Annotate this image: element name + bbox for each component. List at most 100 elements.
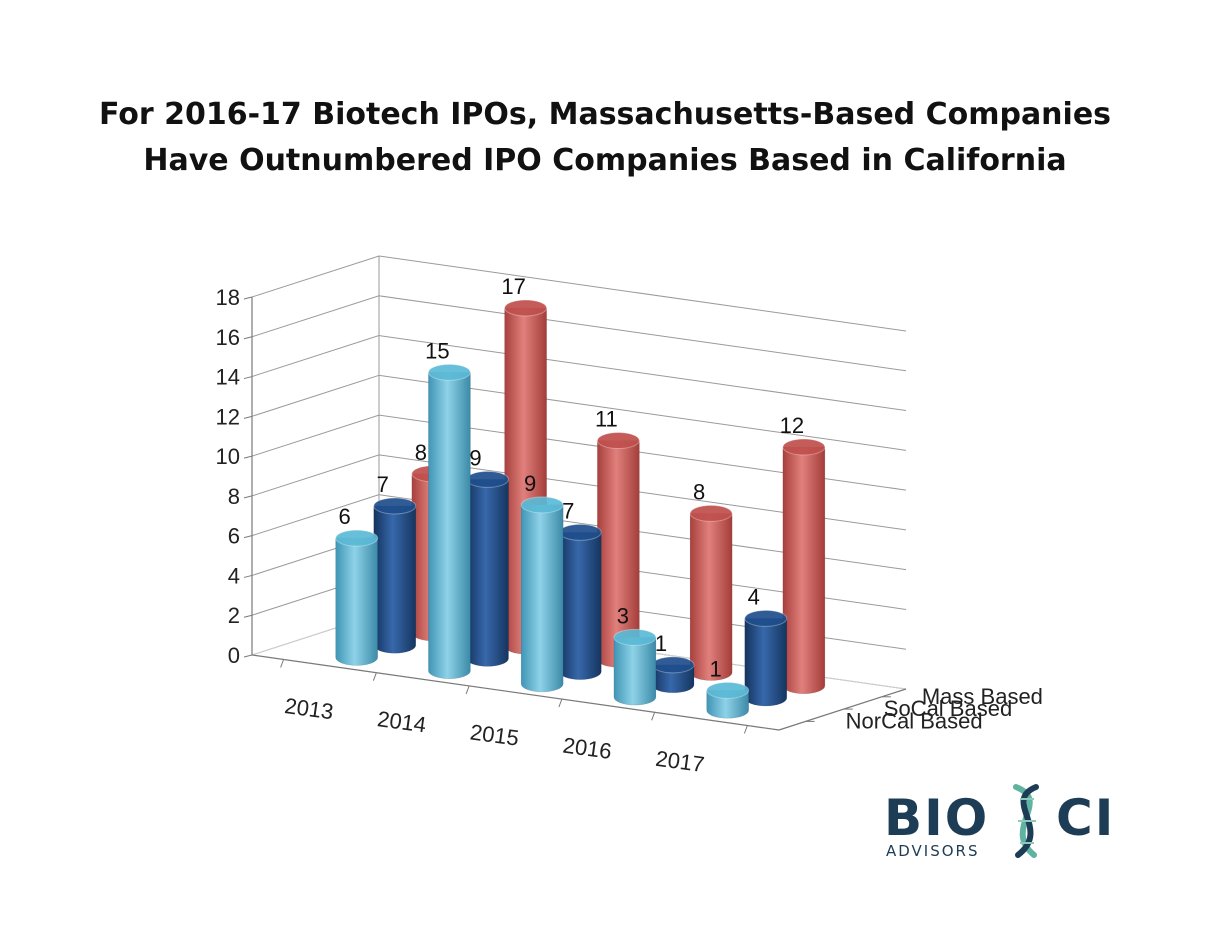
logo-wordmark-left: BIO (884, 789, 989, 847)
y-tick-label: 16 (216, 325, 240, 350)
data-label: 7 (377, 472, 389, 497)
bar-top (520, 496, 564, 514)
logo-subtext: ADVISORS (886, 842, 980, 860)
bar-top (466, 470, 510, 488)
data-label: 4 (748, 584, 760, 609)
data-label: 6 (339, 504, 351, 529)
bar-top (596, 432, 640, 450)
y-tick (243, 336, 253, 340)
gridline (251, 255, 907, 332)
x-tick (372, 672, 377, 681)
x-axis-line (251, 654, 780, 731)
y-tick (243, 296, 253, 300)
bar-top (689, 504, 733, 522)
bar-top (427, 363, 471, 381)
x-tick-label: 2013 (283, 693, 335, 724)
data-label: 1 (655, 631, 667, 656)
data-label: 8 (693, 479, 705, 504)
bar-body (466, 479, 509, 667)
y-tick (243, 495, 253, 499)
x-tick-label: 2014 (376, 706, 428, 737)
x-tick (651, 712, 656, 721)
bar-body (428, 372, 471, 679)
data-label: 9 (524, 471, 536, 496)
bar-top (558, 523, 602, 541)
data-label: 8 (415, 440, 427, 465)
x-tick-label: 2017 (654, 746, 706, 777)
data-label: 1 (710, 656, 722, 681)
bar-body (558, 532, 602, 680)
y-tick (243, 376, 253, 380)
x-tick (465, 685, 470, 695)
data-label: 9 (469, 445, 481, 470)
gridline (251, 295, 907, 372)
y-tick-label: 14 (216, 365, 240, 390)
label-layer: 8 17 11 8 12 7 9 7 1 4 6 15 9 3 1 (339, 274, 805, 681)
bar-top (744, 609, 788, 627)
bar-top (706, 681, 750, 699)
x-tick (280, 659, 285, 668)
bar-cylinder (596, 432, 640, 668)
bar-body (782, 446, 826, 694)
data-label: 15 (425, 338, 449, 363)
y-tick-label: 8 (228, 484, 240, 509)
bar-cylinder (744, 609, 788, 707)
y-tick (243, 415, 253, 419)
bar-cylinder (335, 529, 379, 666)
legend-series-label: SoCal Based (884, 696, 1012, 721)
logo-wordmark-right: CI (1056, 789, 1115, 847)
bar-cylinder (706, 681, 750, 719)
chart-title: For 2016-17 Biotech IPOs, Massachusetts-… (0, 92, 1210, 184)
y-tick-label: 12 (216, 404, 240, 429)
bar-cylinder (651, 656, 695, 694)
y-tick-label: 0 (228, 643, 240, 668)
data-label: 17 (501, 274, 525, 299)
data-label: 3 (617, 603, 629, 628)
gridline (251, 335, 907, 412)
x-tick (743, 725, 748, 734)
x-tick-label: 2016 (561, 733, 613, 764)
bar-top (373, 497, 417, 515)
bar-cylinder (466, 470, 510, 667)
bar-top (335, 529, 379, 547)
bar-body (373, 505, 417, 654)
biosci-logo: BIO CI ADVISORS (884, 784, 1115, 860)
bar-top (782, 438, 826, 456)
bar-top (651, 656, 695, 674)
bar-top (504, 299, 548, 317)
bar-body (706, 690, 749, 719)
depth-axis-line (778, 688, 907, 731)
bar-cylinder (520, 496, 564, 693)
y-tick-label: 4 (228, 563, 240, 588)
y-tick (243, 574, 253, 578)
legend-series-label: NorCal Based (846, 708, 983, 733)
bar-body (613, 637, 657, 706)
bar-cylinder (782, 438, 826, 694)
y-tick-label: 2 (228, 603, 240, 628)
bar-cylinder (689, 504, 733, 681)
bar-top (613, 628, 657, 646)
bar-layer (335, 299, 826, 719)
bar-cylinder (373, 497, 417, 654)
bar-body (335, 537, 378, 666)
bar-body (744, 618, 788, 707)
y-tick (243, 455, 253, 459)
chart-title-line-1: For 2016-17 Biotech IPOs, Massachusetts-… (98, 97, 1112, 132)
chart-title-line-2: Have Outnumbered IPO Companies Based in … (143, 143, 1067, 178)
bar-cylinder (558, 523, 602, 680)
x-tick-label: 2015 (469, 719, 521, 750)
data-label: 12 (780, 413, 804, 438)
y-tick-label: 18 (216, 285, 240, 310)
bar-body (520, 504, 564, 693)
y-tick-label: 6 (228, 524, 240, 549)
data-label: 7 (562, 498, 574, 523)
y-tick (243, 654, 253, 658)
data-label: 11 (595, 407, 618, 432)
y-tick-label: 10 (216, 444, 240, 469)
legend-series-label: Mass Based (922, 684, 1043, 709)
bar-cylinder (427, 363, 471, 679)
y-tick (243, 614, 253, 618)
bar-cylinder (613, 628, 657, 706)
x-tick (558, 698, 563, 708)
